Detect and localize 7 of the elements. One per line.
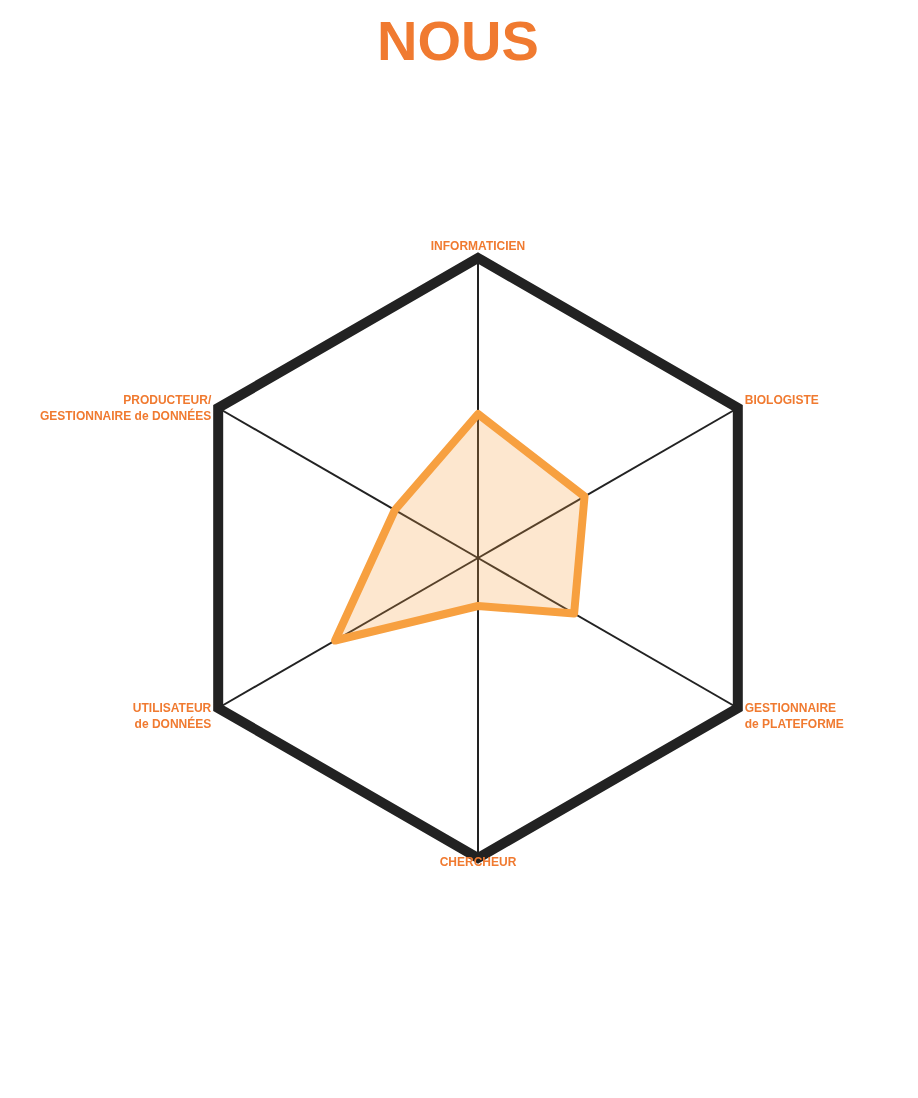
spoke-label: BIOLOGISTE	[744, 393, 819, 407]
spoke-label: UTILISATEUR de DONNÉES	[132, 701, 212, 731]
spoke-label: GESTIONNAIRE de PLATEFORME	[744, 701, 844, 731]
spoke-label: CHERCHEUR	[439, 855, 517, 869]
spoke-label: INFORMATICIEN	[430, 239, 526, 253]
chart-title: NOUS	[376, 8, 540, 74]
spoke-label: PRODUCTEUR/ GESTIONNAIRE de DONNÉES	[39, 393, 212, 423]
